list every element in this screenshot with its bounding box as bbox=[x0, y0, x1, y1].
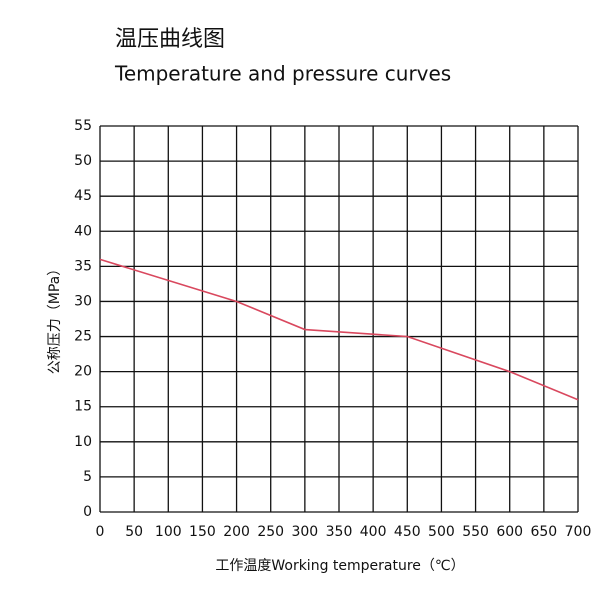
y-tick-label: 5 bbox=[83, 469, 92, 485]
x-tick-label: 150 bbox=[189, 524, 216, 540]
y-tick-label: 30 bbox=[74, 293, 92, 309]
y-tick-label: 45 bbox=[74, 188, 92, 204]
chart-title: 温压曲线图 bbox=[115, 27, 225, 52]
y-axis-label: 公称压力（MPa） bbox=[47, 262, 63, 374]
x-tick-label: 550 bbox=[462, 524, 489, 540]
y-tick-label: 15 bbox=[74, 399, 92, 415]
x-tick-label: 450 bbox=[394, 524, 421, 540]
x-tick-label: 100 bbox=[155, 524, 182, 540]
x-tick-label: 50 bbox=[125, 524, 143, 540]
y-tick-label: 40 bbox=[74, 223, 92, 239]
chart-subtitle: Temperature and pressure curves bbox=[114, 62, 451, 86]
x-tick-label: 500 bbox=[428, 524, 455, 540]
x-axis-label: 工作温度Working temperature（℃） bbox=[215, 558, 464, 574]
x-tick-label: 400 bbox=[360, 524, 387, 540]
x-tick-label: 600 bbox=[496, 524, 523, 540]
x-tick-label: 650 bbox=[530, 524, 557, 540]
x-tick-label: 350 bbox=[326, 524, 353, 540]
y-tick-label: 25 bbox=[74, 329, 92, 345]
y-tick-label: 0 bbox=[83, 504, 92, 520]
y-tick-label: 55 bbox=[74, 118, 92, 134]
x-tick-label: 0 bbox=[96, 524, 105, 540]
x-tick-label: 300 bbox=[291, 524, 318, 540]
y-tick-label: 10 bbox=[74, 434, 92, 450]
y-tick-label: 20 bbox=[74, 364, 92, 380]
y-tick-label: 35 bbox=[74, 258, 92, 274]
y-tick-label: 50 bbox=[74, 153, 92, 169]
x-tick-label: 250 bbox=[257, 524, 284, 540]
x-tick-label: 700 bbox=[565, 524, 592, 540]
x-tick-label: 200 bbox=[223, 524, 250, 540]
data-line bbox=[99, 258, 579, 401]
